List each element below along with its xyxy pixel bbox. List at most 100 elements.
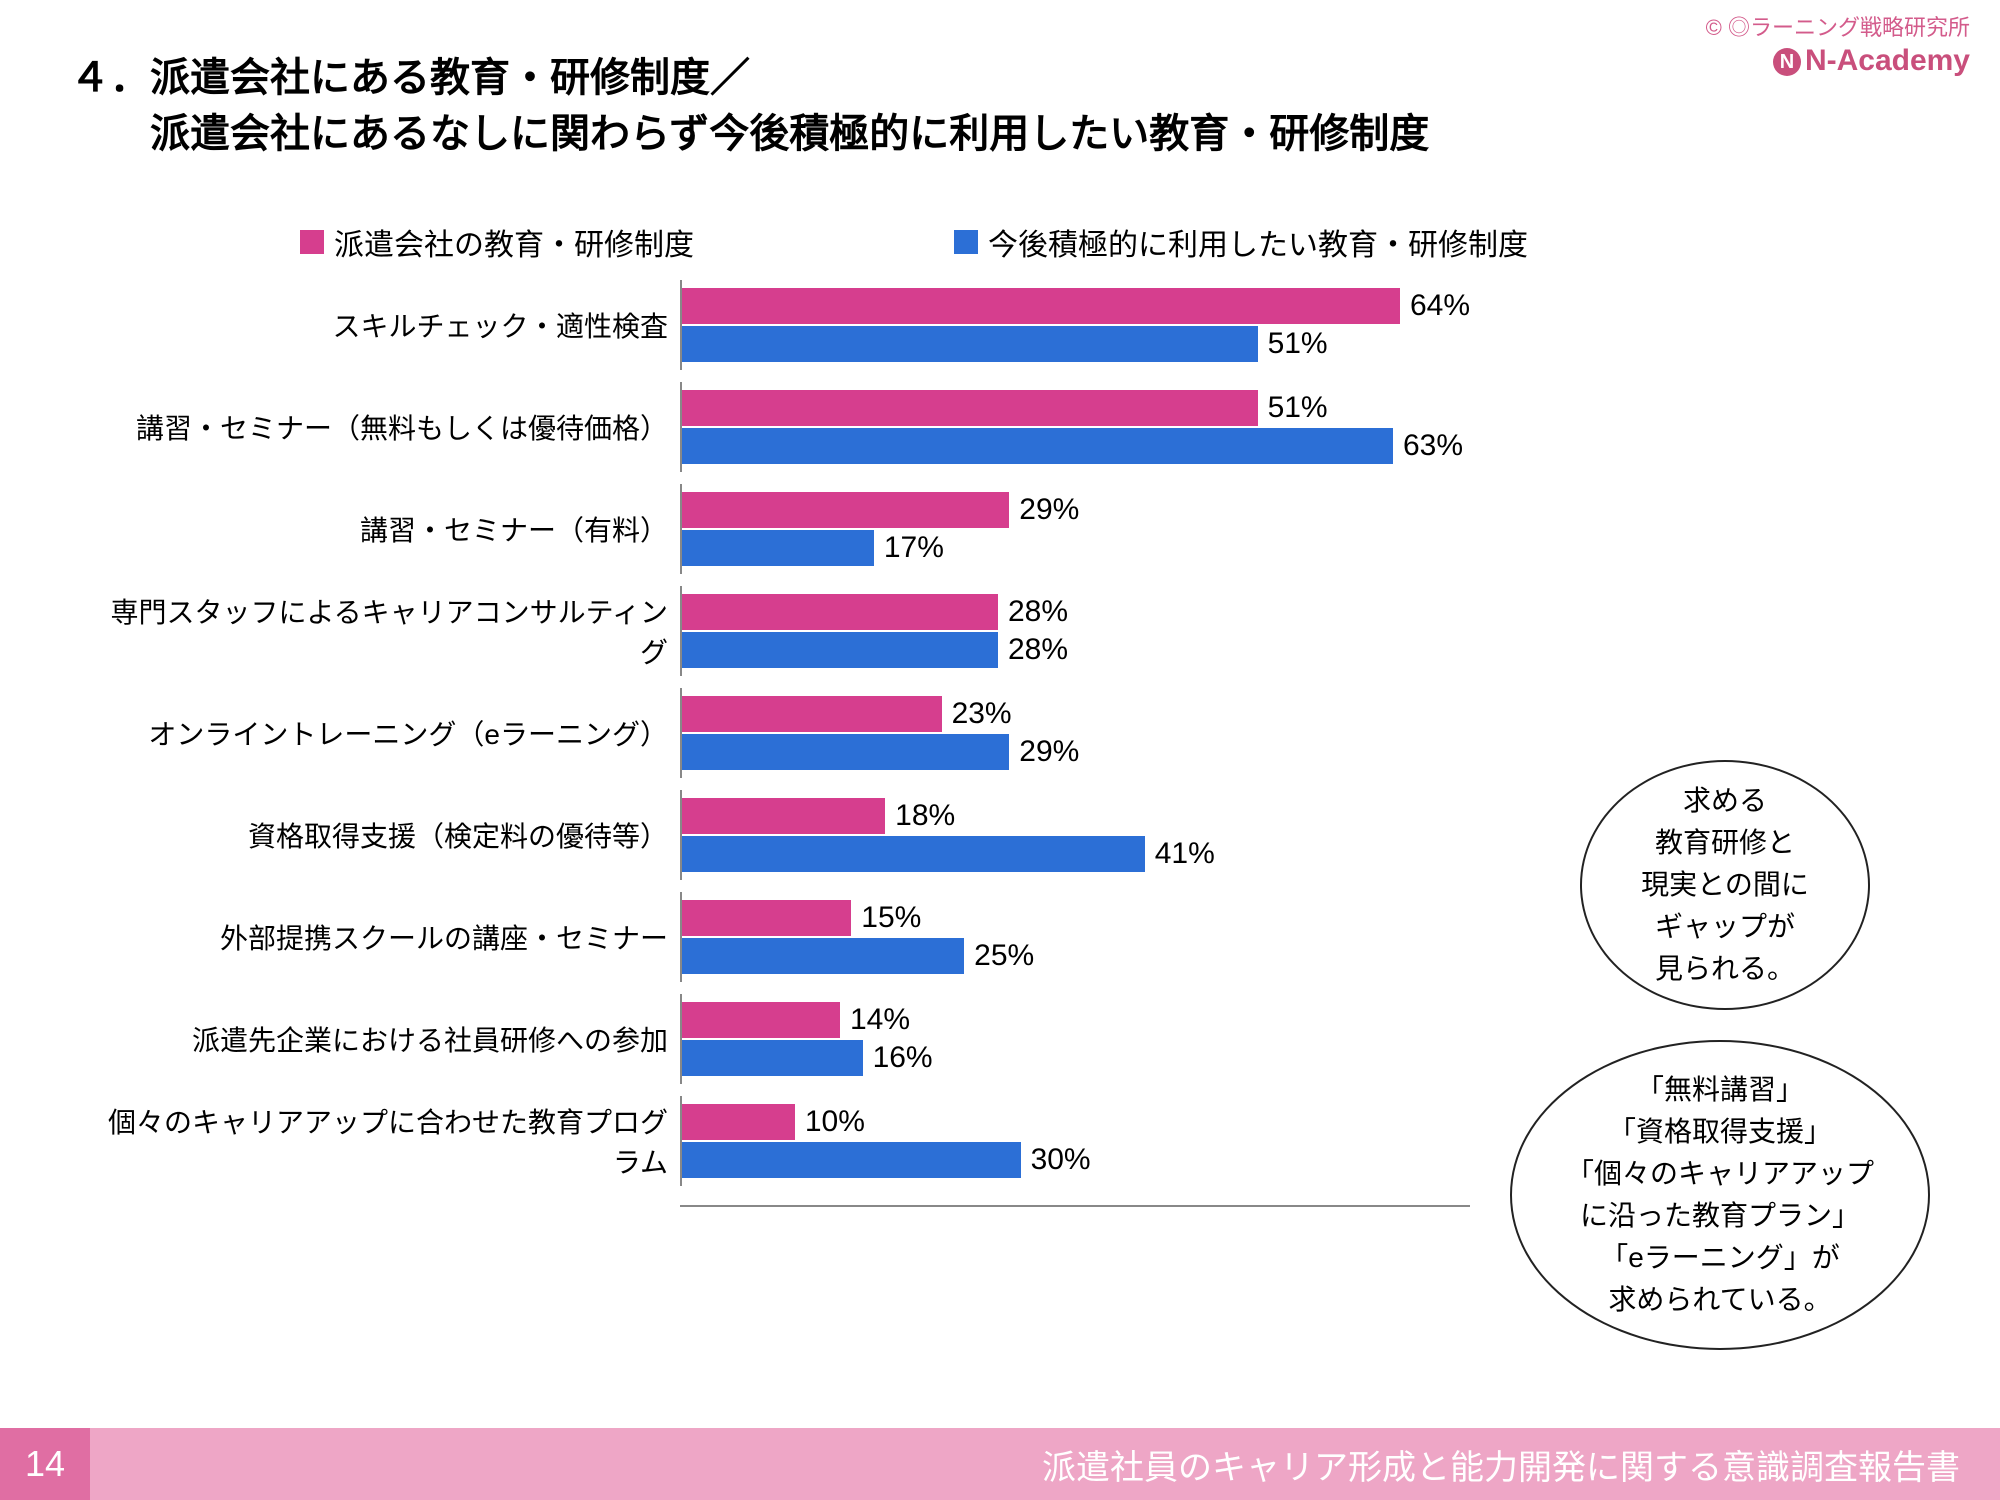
chart-row-label: スキルチェック・適性検査 [90, 280, 680, 370]
bar-value-a: 28% [1008, 595, 1068, 629]
bar-fill-a [682, 696, 942, 732]
header-copyright: © ◎ラーニング戦略研究所 [1706, 10, 1970, 42]
bar-b: 29% [682, 734, 1470, 770]
legend-label-a: 派遣会社の教育・研修制度 [334, 220, 694, 264]
header-logo: NN-Academy [1706, 44, 1970, 78]
bar-value-b: 30% [1031, 1143, 1091, 1177]
bar-value-a: 18% [895, 799, 955, 833]
bar-a: 15% [682, 900, 1470, 936]
bar-b: 28% [682, 632, 1470, 668]
chart-row: 派遣先企業における社員研修への参加14%16% [90, 994, 1470, 1084]
bar-fill-b [682, 326, 1258, 362]
bar-a: 10% [682, 1104, 1470, 1140]
legend-label-b: 今後積極的に利用したい教育・研修制度 [988, 220, 1528, 264]
slide: © ◎ラーニング戦略研究所 NN-Academy ４．派遣会社にある教育・研修制… [0, 0, 2000, 1500]
bar-fill-b [682, 1142, 1021, 1178]
chart-row-label: 専門スタッフによるキャリアコンサルティング [90, 586, 680, 676]
bar-value-b: 29% [1019, 735, 1079, 769]
bar-b: 63% [682, 428, 1470, 464]
bar-fill-b [682, 632, 998, 668]
title-line-1: ４．派遣会社にある教育・研修制度／ [70, 50, 1429, 106]
chart-row: 個々のキャリアアップに合わせた教育プログラム 10% 30% [90, 1096, 1470, 1186]
bar-b: 17% [682, 530, 1470, 566]
chart-row: 専門スタッフによるキャリアコンサルティング28%28% [90, 586, 1470, 676]
bar-fill-a [682, 900, 851, 936]
footer-page-number: 14 [0, 1428, 90, 1500]
bar-a: 28% [682, 594, 1470, 630]
chart-row-label: オンライントレーニング（eラーニング） [90, 688, 680, 778]
chart-row-label: 講習・セミナー（無料もしくは優待価格） [90, 382, 680, 472]
bar-value-a: 64% [1410, 289, 1470, 323]
chart-row-bars: 29% 17% [680, 484, 1470, 574]
bar-value-b: 17% [884, 531, 944, 565]
chart-row-bars: 14%16% [680, 994, 1470, 1084]
bar-value-a: 10% [805, 1105, 865, 1139]
bar-fill-b [682, 1040, 863, 1076]
bar-fill-a [682, 288, 1400, 324]
chart-row: 資格取得支援（検定料の優待等） 18% 41% [90, 790, 1470, 880]
bar-b: 25% [682, 938, 1470, 974]
chart-row-bars: 51% 63% [680, 382, 1470, 472]
bar-value-b: 41% [1155, 837, 1215, 871]
bar-fill-b [682, 530, 874, 566]
chart-row-bars: 28%28% [680, 586, 1470, 676]
bar-value-b: 28% [1008, 633, 1068, 667]
bar-b: 30% [682, 1142, 1470, 1178]
bar-value-b: 63% [1403, 429, 1463, 463]
bar-fill-a [682, 1104, 795, 1140]
chart-row-bars: 15% 25% [680, 892, 1470, 982]
bar-a: 23% [682, 696, 1470, 732]
bar-fill-a [682, 1002, 840, 1038]
callout-gap: 求める 教育研修と 現実との間に ギャップが 見られる。 [1580, 760, 1870, 1010]
bar-value-a: 51% [1268, 391, 1328, 425]
chart-row-bars: 10% 30% [680, 1096, 1470, 1186]
chart-row: 講習・セミナー（有料） 29% 17% [90, 484, 1470, 574]
chart-x-axis [680, 1205, 1470, 1207]
bar-b: 16% [682, 1040, 1470, 1076]
chart-row: 外部提携スクールの講座・セミナー 15% 25% [90, 892, 1470, 982]
bar-fill-b [682, 428, 1393, 464]
bar-fill-b [682, 836, 1145, 872]
chart-row-bars: 18% 41% [680, 790, 1470, 880]
bar-fill-b [682, 734, 1009, 770]
legend-item-b: 今後積極的に利用したい教育・研修制度 [954, 220, 1528, 264]
footer: 14 派遣社員のキャリア形成と能力開発に関する意識調査報告書 [0, 1428, 2000, 1500]
logo-icon: N [1773, 48, 1801, 76]
chart-row: スキルチェック・適性検査64%51% [90, 280, 1470, 370]
bar-value-b: 16% [873, 1041, 933, 1075]
legend-swatch-a [300, 230, 324, 254]
callout-demand-text: 「無料講習」 「資格取得支援」 「個々のキャリアアップ に沿った教育プラン」 「… [1566, 1069, 1874, 1321]
grouped-bar-chart: スキルチェック・適性検査64%51%講習・セミナー（無料もしくは優待価格）51%… [90, 280, 1470, 1198]
chart-row-label: 資格取得支援（検定料の優待等） [90, 790, 680, 880]
chart-row-label: 講習・セミナー（有料） [90, 484, 680, 574]
bar-fill-a [682, 390, 1258, 426]
bar-fill-a [682, 594, 998, 630]
chart-legend: 派遣会社の教育・研修制度 今後積極的に利用したい教育・研修制度 [300, 220, 1600, 264]
bar-fill-a [682, 798, 885, 834]
chart-row-bars: 23%29% [680, 688, 1470, 778]
bar-b: 41% [682, 836, 1470, 872]
chart-row: 講習・セミナー（無料もしくは優待価格） 51% 63% [90, 382, 1470, 472]
bar-fill-a [682, 492, 1009, 528]
logo-text: N-Academy [1805, 44, 1970, 77]
bar-a: 29% [682, 492, 1470, 528]
bar-b: 51% [682, 326, 1470, 362]
title-line-2: 派遣会社にあるなしに関わらず今後積極的に利用したい教育・研修制度 [70, 106, 1429, 162]
chart-row-label: 個々のキャリアアップに合わせた教育プログラム [90, 1096, 680, 1186]
chart-row-label: 派遣先企業における社員研修への参加 [90, 994, 680, 1084]
bar-value-a: 29% [1019, 493, 1079, 527]
bar-a: 14% [682, 1002, 1470, 1038]
bar-fill-b [682, 938, 964, 974]
bar-value-a: 14% [850, 1003, 910, 1037]
bar-a: 18% [682, 798, 1470, 834]
callout-demand: 「無料講習」 「資格取得支援」 「個々のキャリアアップ に沿った教育プラン」 「… [1510, 1040, 1930, 1350]
bar-value-b: 25% [974, 939, 1034, 973]
bar-a: 64% [682, 288, 1470, 324]
bar-value-a: 15% [861, 901, 921, 935]
chart-row: オンライントレーニング（eラーニング）23%29% [90, 688, 1470, 778]
chart-row-bars: 64%51% [680, 280, 1470, 370]
page-title: ４．派遣会社にある教育・研修制度／ 派遣会社にあるなしに関わらず今後積極的に利用… [70, 50, 1429, 162]
footer-report-title: 派遣社員のキャリア形成と能力開発に関する意識調査報告書 [90, 1428, 2000, 1500]
legend-item-a: 派遣会社の教育・研修制度 [300, 220, 694, 264]
chart-row-label: 外部提携スクールの講座・セミナー [90, 892, 680, 982]
